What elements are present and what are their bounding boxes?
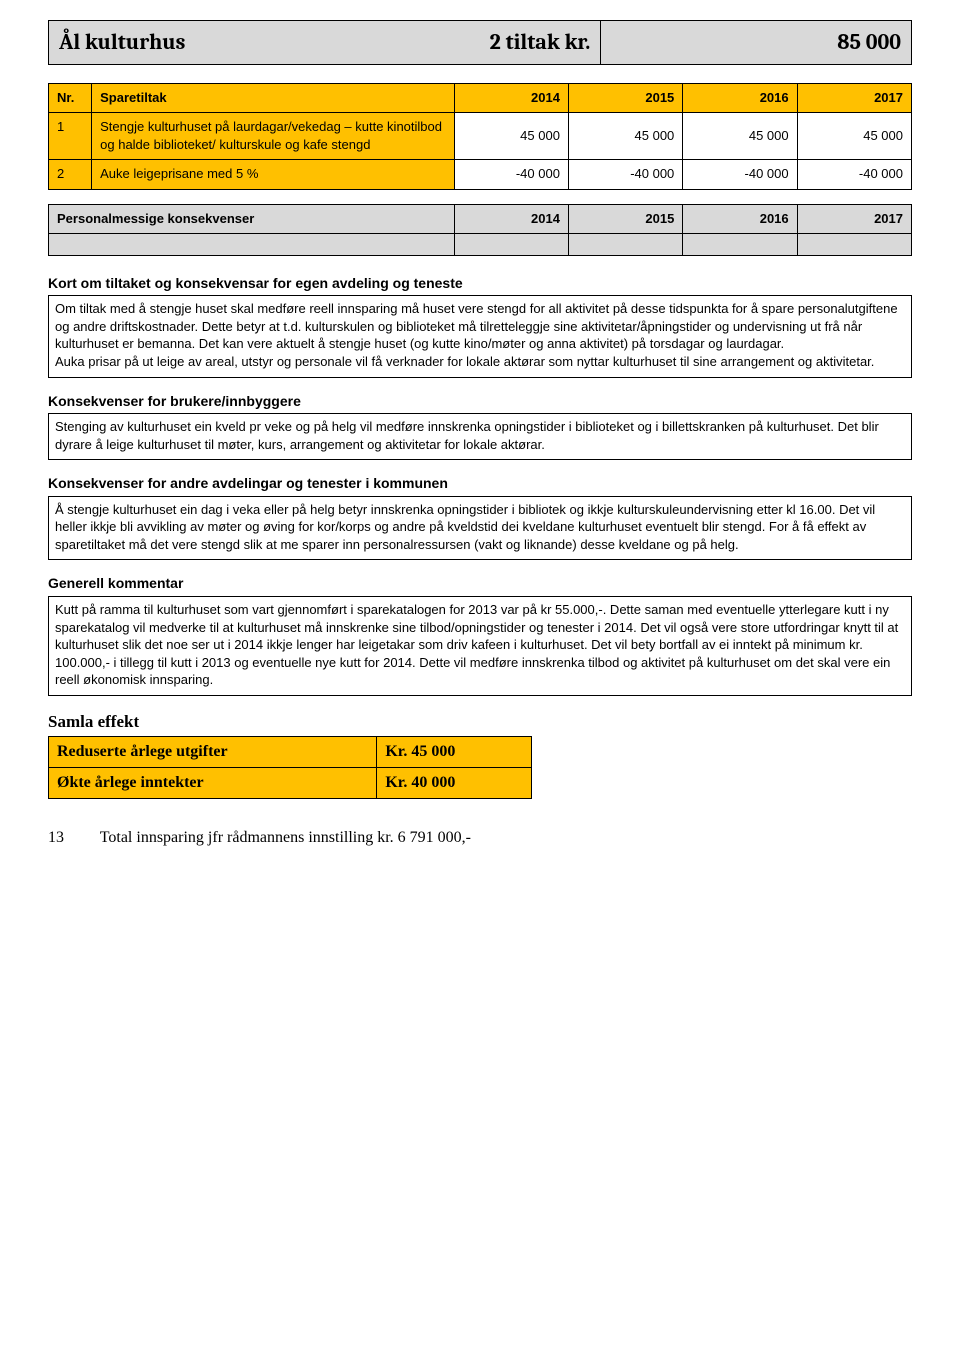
samla-effekt-heading: Samla effekt <box>48 710 912 734</box>
table-row: 2 Auke leigeprisane med 5 % -40 000 -40 … <box>49 160 912 189</box>
personal-label: Personalmessige konsekvenser <box>49 204 455 233</box>
year-2014: 2014 <box>454 204 568 233</box>
effekt-amount: Kr. 45 000 <box>377 736 532 767</box>
cell-2016: 45 000 <box>683 112 797 159</box>
header-amount: 85 000 <box>601 21 912 65</box>
section-body-brukere: Stenging av kulturhuset ein kveld pr vek… <box>48 413 912 460</box>
section-heading-generell: Generell kommentar <box>48 574 912 594</box>
section-heading-avdelingar: Konsekvenser for andre avdelingar og ten… <box>48 474 912 494</box>
table-row: Reduserte årlege utgifter Kr. 45 000 <box>49 736 532 767</box>
page-number: 13 <box>48 827 96 849</box>
header-subtitle: 2 tiltak kr. <box>490 27 591 58</box>
effekt-label: Reduserte årlege utgifter <box>49 736 377 767</box>
section-body-avdelingar: Å stengje kulturhuset ein dag i veka ell… <box>48 496 912 561</box>
col-2014: 2014 <box>454 83 568 112</box>
section-body-generell: Kutt på ramma til kulturhuset som vart g… <box>48 596 912 696</box>
sparetiltak-table: Nr. Sparetiltak 2014 2015 2016 2017 1 St… <box>48 83 912 190</box>
empty-cell <box>683 233 797 255</box>
table-row: Økte årlege inntekter Kr. 40 000 <box>49 767 532 798</box>
section-heading-tiltak: Kort om tiltaket og konsekvensar for ege… <box>48 274 912 294</box>
effekt-label: Økte årlege inntekter <box>49 767 377 798</box>
cell-desc: Auke leigeprisane med 5 % <box>92 160 454 189</box>
header-table: Ål kulturhus 2 tiltak kr. 85 000 <box>48 20 912 65</box>
samla-effekt-table: Reduserte årlege utgifter Kr. 45 000 Økt… <box>48 736 532 800</box>
page-title: Ål kulturhus <box>59 29 185 55</box>
cell-2014: 45 000 <box>454 112 568 159</box>
cell-2015: 45 000 <box>568 112 682 159</box>
empty-cell <box>49 233 455 255</box>
personal-header-row: Personalmessige konsekvenser 2014 2015 2… <box>49 204 912 233</box>
personal-table: Personalmessige konsekvenser 2014 2015 2… <box>48 204 912 256</box>
page-footer: 13 Total innsparing jfr rådmannens innst… <box>48 827 912 849</box>
effekt-amount: Kr. 40 000 <box>377 767 532 798</box>
personal-empty-row <box>49 233 912 255</box>
cell-2015: -40 000 <box>568 160 682 189</box>
table-header-row: Nr. Sparetiltak 2014 2015 2016 2017 <box>49 83 912 112</box>
col-nr: Nr. <box>49 83 92 112</box>
col-2016: 2016 <box>683 83 797 112</box>
col-2015: 2015 <box>568 83 682 112</box>
empty-cell <box>568 233 682 255</box>
footer-text: Total innsparing jfr rådmannens innstill… <box>100 829 471 846</box>
cell-2014: -40 000 <box>454 160 568 189</box>
cell-2017: 45 000 <box>797 112 911 159</box>
empty-cell <box>797 233 911 255</box>
cell-2016: -40 000 <box>683 160 797 189</box>
cell-desc: Stengje kulturhuset på laurdagar/vekedag… <box>92 112 454 159</box>
section-heading-brukere: Konsekvenser for brukere/innbyggere <box>48 392 912 412</box>
empty-cell <box>454 233 568 255</box>
cell-nr: 1 <box>49 112 92 159</box>
cell-nr: 2 <box>49 160 92 189</box>
header-title-cell: Ål kulturhus 2 tiltak kr. <box>49 21 601 65</box>
year-2016: 2016 <box>683 204 797 233</box>
cell-2017: -40 000 <box>797 160 911 189</box>
table-row: 1 Stengje kulturhuset på laurdagar/veked… <box>49 112 912 159</box>
year-2015: 2015 <box>568 204 682 233</box>
section-body-tiltak: Om tiltak med å stengje huset skal medfø… <box>48 295 912 377</box>
col-2017: 2017 <box>797 83 911 112</box>
year-2017: 2017 <box>797 204 911 233</box>
col-sparetiltak: Sparetiltak <box>92 83 454 112</box>
